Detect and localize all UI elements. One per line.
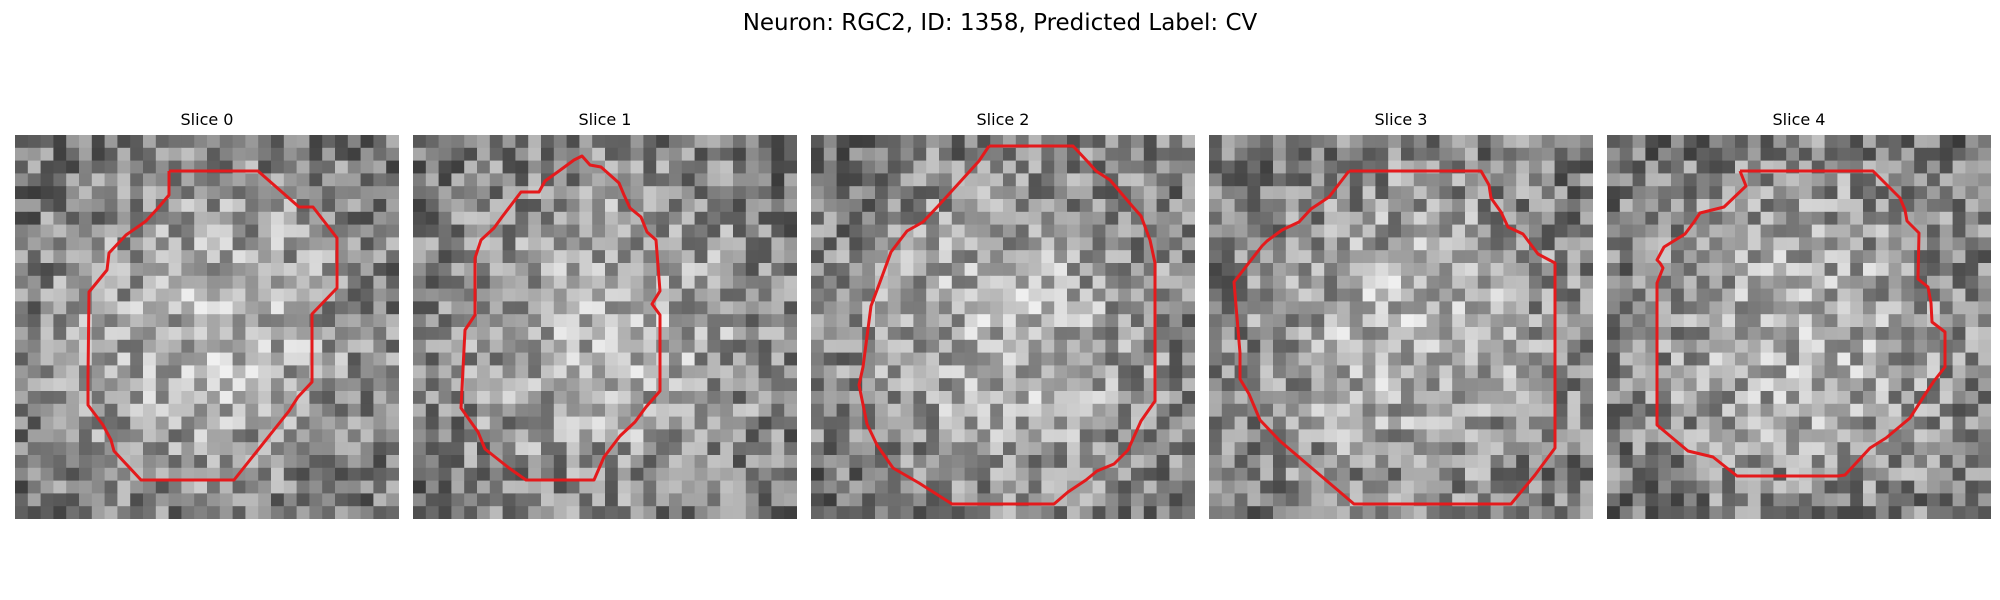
pixel-grid [15, 135, 399, 519]
slice-panel-3: Slice 3 [1209, 108, 1593, 522]
slice-panel-0: Slice 0 [15, 108, 399, 522]
figure-title: Neuron: RGC2, ID: 1358, Predicted Label:… [742, 10, 1258, 36]
slice-title-1: Slice 1 [578, 110, 632, 129]
cell-contour-0 [86, 169, 339, 482]
cell-contour-2 [857, 144, 1157, 506]
slice-panel-1: Slice 1 [413, 108, 797, 522]
pixel-grid [1607, 135, 1991, 519]
pixel-grid [413, 135, 797, 519]
slice-image-3 [1209, 135, 1593, 519]
pixel-grid [811, 135, 1195, 519]
slice-image-4 [1607, 135, 1991, 519]
slice-title-3: Slice 3 [1374, 110, 1428, 129]
slice-title-4: Slice 4 [1772, 110, 1826, 129]
pixel-grid [1209, 135, 1593, 519]
slice-image-0 [15, 135, 399, 519]
cell-contour-1 [459, 154, 662, 482]
cell-contour-4 [1655, 169, 1947, 478]
cell-contour-3 [1232, 169, 1557, 506]
slice-title-0: Slice 0 [180, 110, 234, 129]
slice-image-1 [413, 135, 797, 519]
slice-panel-4: Slice 4 [1607, 108, 1991, 522]
slice-title-2: Slice 2 [976, 110, 1030, 129]
slice-panel-2: Slice 2 [811, 108, 1195, 522]
slice-image-2 [811, 135, 1195, 519]
